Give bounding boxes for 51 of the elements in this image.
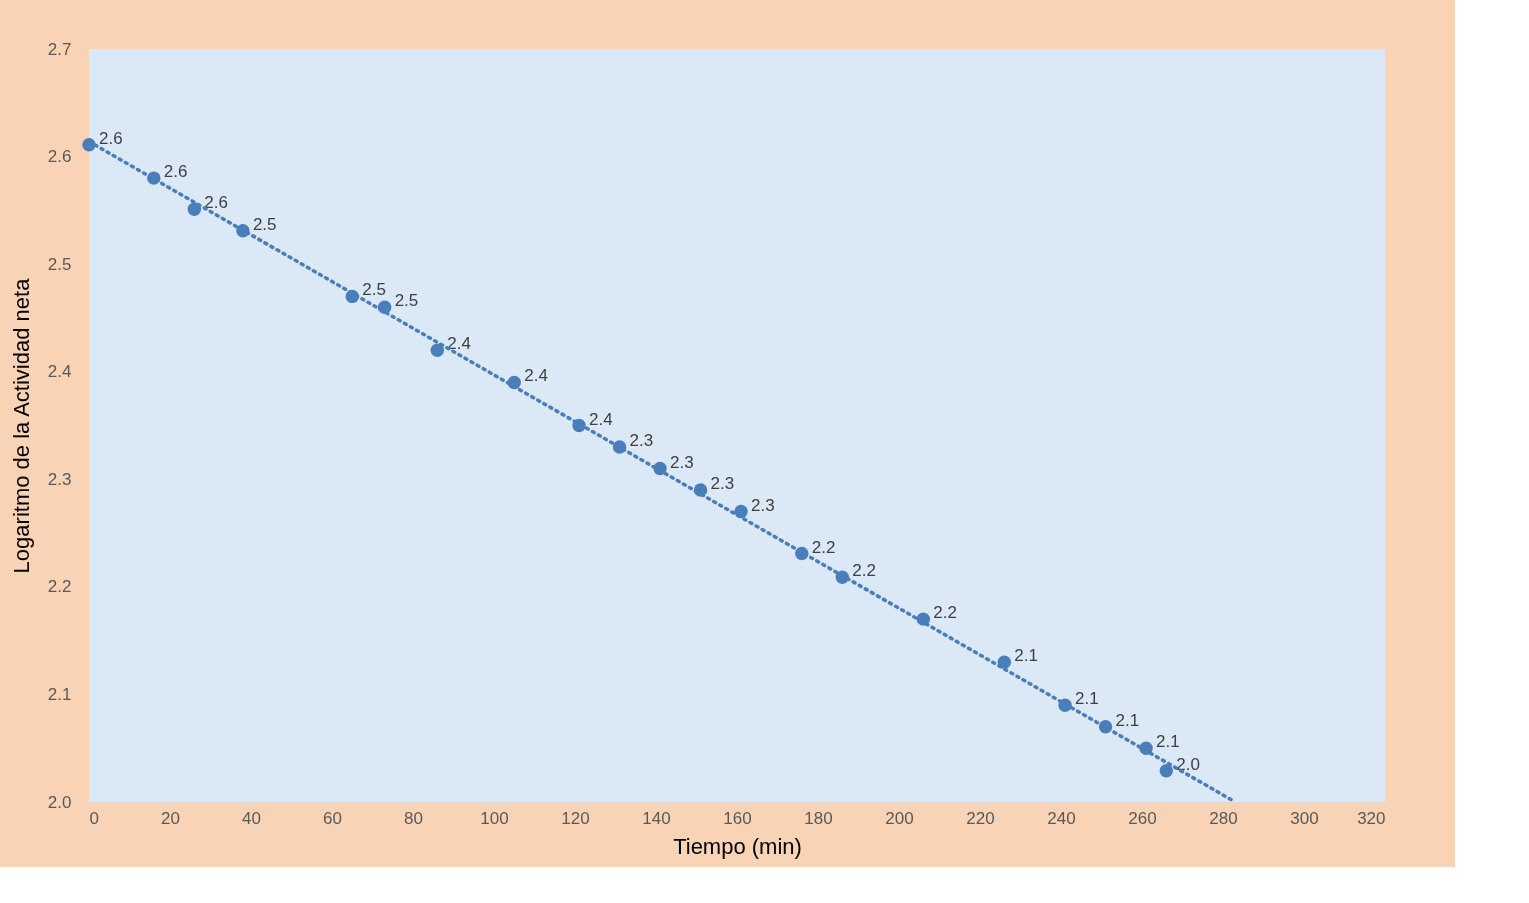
- data-label: 2.3: [710, 474, 735, 494]
- point: [187, 202, 202, 216]
- data-label: 2.1: [1115, 710, 1140, 730]
- x-tick-label: 60: [323, 808, 342, 828]
- data-label: 2.1: [1075, 689, 1099, 709]
- x-tick-label: 320: [1357, 808, 1386, 828]
- x-tick-label: 280: [1209, 808, 1238, 828]
- y-axis-title: Logaritmo de la Actividad neta: [8, 277, 34, 574]
- x-tick-label: 20: [161, 808, 180, 828]
- data-label: 2.2: [811, 537, 836, 557]
- data-label: 2.3: [670, 452, 694, 472]
- y-tick-label: 2.5: [47, 254, 72, 274]
- x-tick-label: 200: [885, 808, 914, 828]
- x-axis-title: Tiempo (min): [673, 833, 802, 859]
- x-tick-label: 40: [242, 808, 261, 828]
- y-tick-label: 2.6: [47, 147, 72, 167]
- y-tick-label: 2.2: [47, 577, 72, 597]
- x-tick-label: 260: [1128, 808, 1157, 828]
- x-tick-label: 80: [404, 808, 423, 828]
- x-tick-label: 220: [966, 808, 995, 828]
- data-label: 2.0: [1176, 754, 1200, 774]
- data-label: 2.3: [751, 495, 775, 515]
- data-label: 2.4: [447, 334, 471, 354]
- data-label: 2.3: [629, 431, 654, 451]
- y-tick-label: 2.3: [47, 469, 72, 489]
- x-tick-label: 240: [1047, 808, 1076, 828]
- data-label: 2.6: [99, 128, 123, 148]
- data-label: 2.6: [204, 193, 228, 213]
- y-tick-label: 2.0: [47, 792, 72, 812]
- data-label: 2.6: [163, 162, 188, 182]
- y-tick-label: 2.7: [47, 39, 72, 59]
- data-label: 2.4: [524, 366, 548, 386]
- x-tick-label: 180: [804, 808, 833, 828]
- point: [430, 343, 445, 357]
- x-tick-label: 140: [642, 808, 671, 828]
- x-tick-label: 300: [1290, 808, 1319, 828]
- data-label: 2.4: [589, 409, 613, 429]
- point: [1159, 764, 1174, 778]
- y-tick-label: 2.4: [47, 362, 72, 382]
- x-tick-label: 0: [89, 808, 99, 828]
- x-tick-label: 160: [723, 808, 752, 828]
- y-tick-label: 2.1: [47, 684, 72, 704]
- data-label: 2.5: [394, 291, 419, 311]
- data-label: 2.2: [852, 561, 876, 581]
- data-label: 2.1: [1014, 646, 1038, 666]
- data-label: 2.5: [362, 280, 386, 300]
- data-label: 2.2: [933, 603, 957, 623]
- data-label: 2.1: [1156, 732, 1180, 752]
- data-label: 2.5: [252, 214, 277, 234]
- x-tick-label: 100: [480, 808, 509, 828]
- x-tick-label: 120: [561, 808, 590, 828]
